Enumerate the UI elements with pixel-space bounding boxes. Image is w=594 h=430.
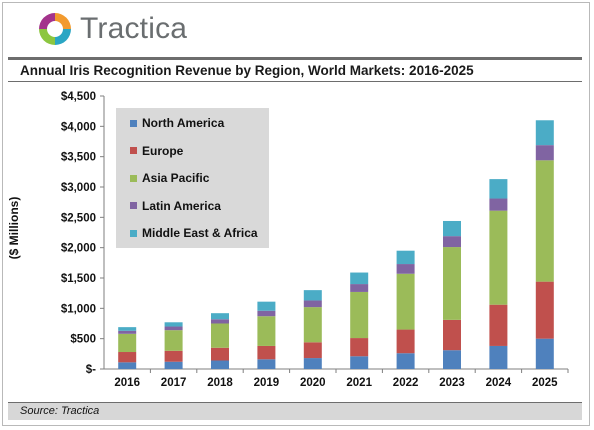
legend-swatch (130, 174, 137, 182)
bar-segment (535, 281, 554, 339)
x-tick-label: 2021 (346, 377, 372, 389)
legend-item: Middle East & Africa (130, 226, 258, 240)
bar-segment (350, 356, 369, 369)
x-tick-label: 2025 (532, 377, 558, 389)
legend-swatch (130, 119, 137, 127)
bar-segment (443, 247, 461, 320)
y-axis-label: ($ Millions) (7, 196, 21, 260)
legend-label: Latin America (142, 198, 221, 213)
bar-segment (211, 319, 229, 324)
title-divider (8, 81, 582, 82)
x-tick-label: 2020 (300, 377, 326, 389)
brand-name: Tractica (80, 12, 188, 45)
bar-segment (489, 304, 508, 346)
bar-segment (535, 338, 554, 369)
header-divider (8, 57, 582, 60)
bar-segment (443, 319, 461, 351)
legend-item: Latin America (130, 199, 221, 213)
bar-segment (118, 362, 137, 369)
bar-segment (118, 333, 137, 353)
bar-segment (164, 361, 183, 369)
bar-segment (211, 313, 229, 320)
bar-segment (489, 179, 508, 199)
y-tick-label: $3,000 (61, 182, 96, 194)
bar-segment (257, 316, 276, 346)
bar-segment (303, 307, 322, 343)
legend-item: North America (130, 116, 224, 130)
y-tick-label: $4,500 (61, 91, 96, 103)
x-tick-label: 2024 (486, 377, 512, 389)
bar-segment (489, 198, 508, 211)
x-tick-label: 2019 (254, 377, 280, 389)
bar-segment (303, 358, 322, 369)
x-tick-label: 2018 (207, 377, 233, 389)
chart-title: Annual Iris Recognition Revenue by Regio… (20, 63, 474, 78)
legend-swatch (130, 147, 137, 154)
y-tick-label: $3,500 (61, 152, 96, 164)
legend-item: Europe (130, 144, 183, 158)
bar-segment (164, 350, 183, 362)
bar-segment (535, 120, 554, 146)
bar-segment (396, 273, 415, 330)
bar-segment (396, 264, 415, 274)
bar-segment (443, 350, 461, 369)
tractica-logo: Tractica (36, 10, 187, 48)
bar-segment (535, 145, 554, 161)
bar-segment (164, 330, 183, 351)
chart-legend: North America Europe Asia Pacific Latin Ame… (116, 108, 269, 248)
bar-segment (350, 284, 369, 292)
bar-segment (303, 290, 322, 301)
x-tick-label: 2023 (439, 377, 465, 389)
y-tick-label: $4,000 (61, 121, 96, 133)
bar-segment (396, 353, 415, 369)
bar-segment (211, 360, 229, 369)
bar-segment (118, 330, 137, 334)
y-tick-label: $1,500 (61, 273, 96, 285)
bar-segment (350, 338, 369, 357)
bar-segment (303, 300, 322, 308)
tractica-logo-icon (39, 13, 71, 45)
source-text: Source: Tractica (20, 405, 100, 417)
bar-segment (396, 329, 415, 354)
x-tick-label: 2022 (393, 377, 419, 389)
bar-segment (257, 345, 276, 360)
bar-segment (118, 327, 137, 331)
bar-segment (489, 345, 508, 369)
legend-label: Middle East & Africa (142, 226, 258, 240)
x-tick-label: 2016 (114, 377, 140, 389)
y-tick-label: $2,500 (61, 212, 96, 224)
bar-segment (396, 250, 415, 265)
bar-segment (443, 236, 461, 248)
y-tick-label: $500 (70, 334, 96, 346)
bar-segment (350, 272, 369, 285)
legend-label: Asia Pacific (142, 171, 210, 185)
bar-segment (164, 322, 183, 327)
bar-segment (257, 301, 276, 311)
bar-segment (164, 326, 183, 331)
bar-segment (443, 220, 461, 237)
legend-label: Europe (142, 143, 184, 158)
bar-segment (257, 310, 276, 317)
legend-label: North America (142, 116, 225, 130)
y-tick-label: $2,000 (61, 243, 96, 255)
legend-item: Asia Pacific (130, 171, 209, 185)
bar-segment (118, 352, 137, 363)
legend-swatch (130, 229, 137, 237)
source-bar: Source: Tractica (8, 402, 582, 420)
bar-segment (211, 323, 229, 348)
bar-segment (211, 347, 229, 361)
legend-swatch (130, 202, 137, 209)
bar-segment (257, 359, 276, 369)
bar-segment (489, 210, 508, 305)
bar-segment (535, 160, 554, 282)
y-tick-label: $- (86, 364, 96, 376)
y-tick-label: $1,000 (61, 303, 96, 315)
x-tick-label: 2017 (161, 377, 187, 389)
bar-segment (303, 342, 322, 359)
bar-segment (350, 291, 369, 339)
